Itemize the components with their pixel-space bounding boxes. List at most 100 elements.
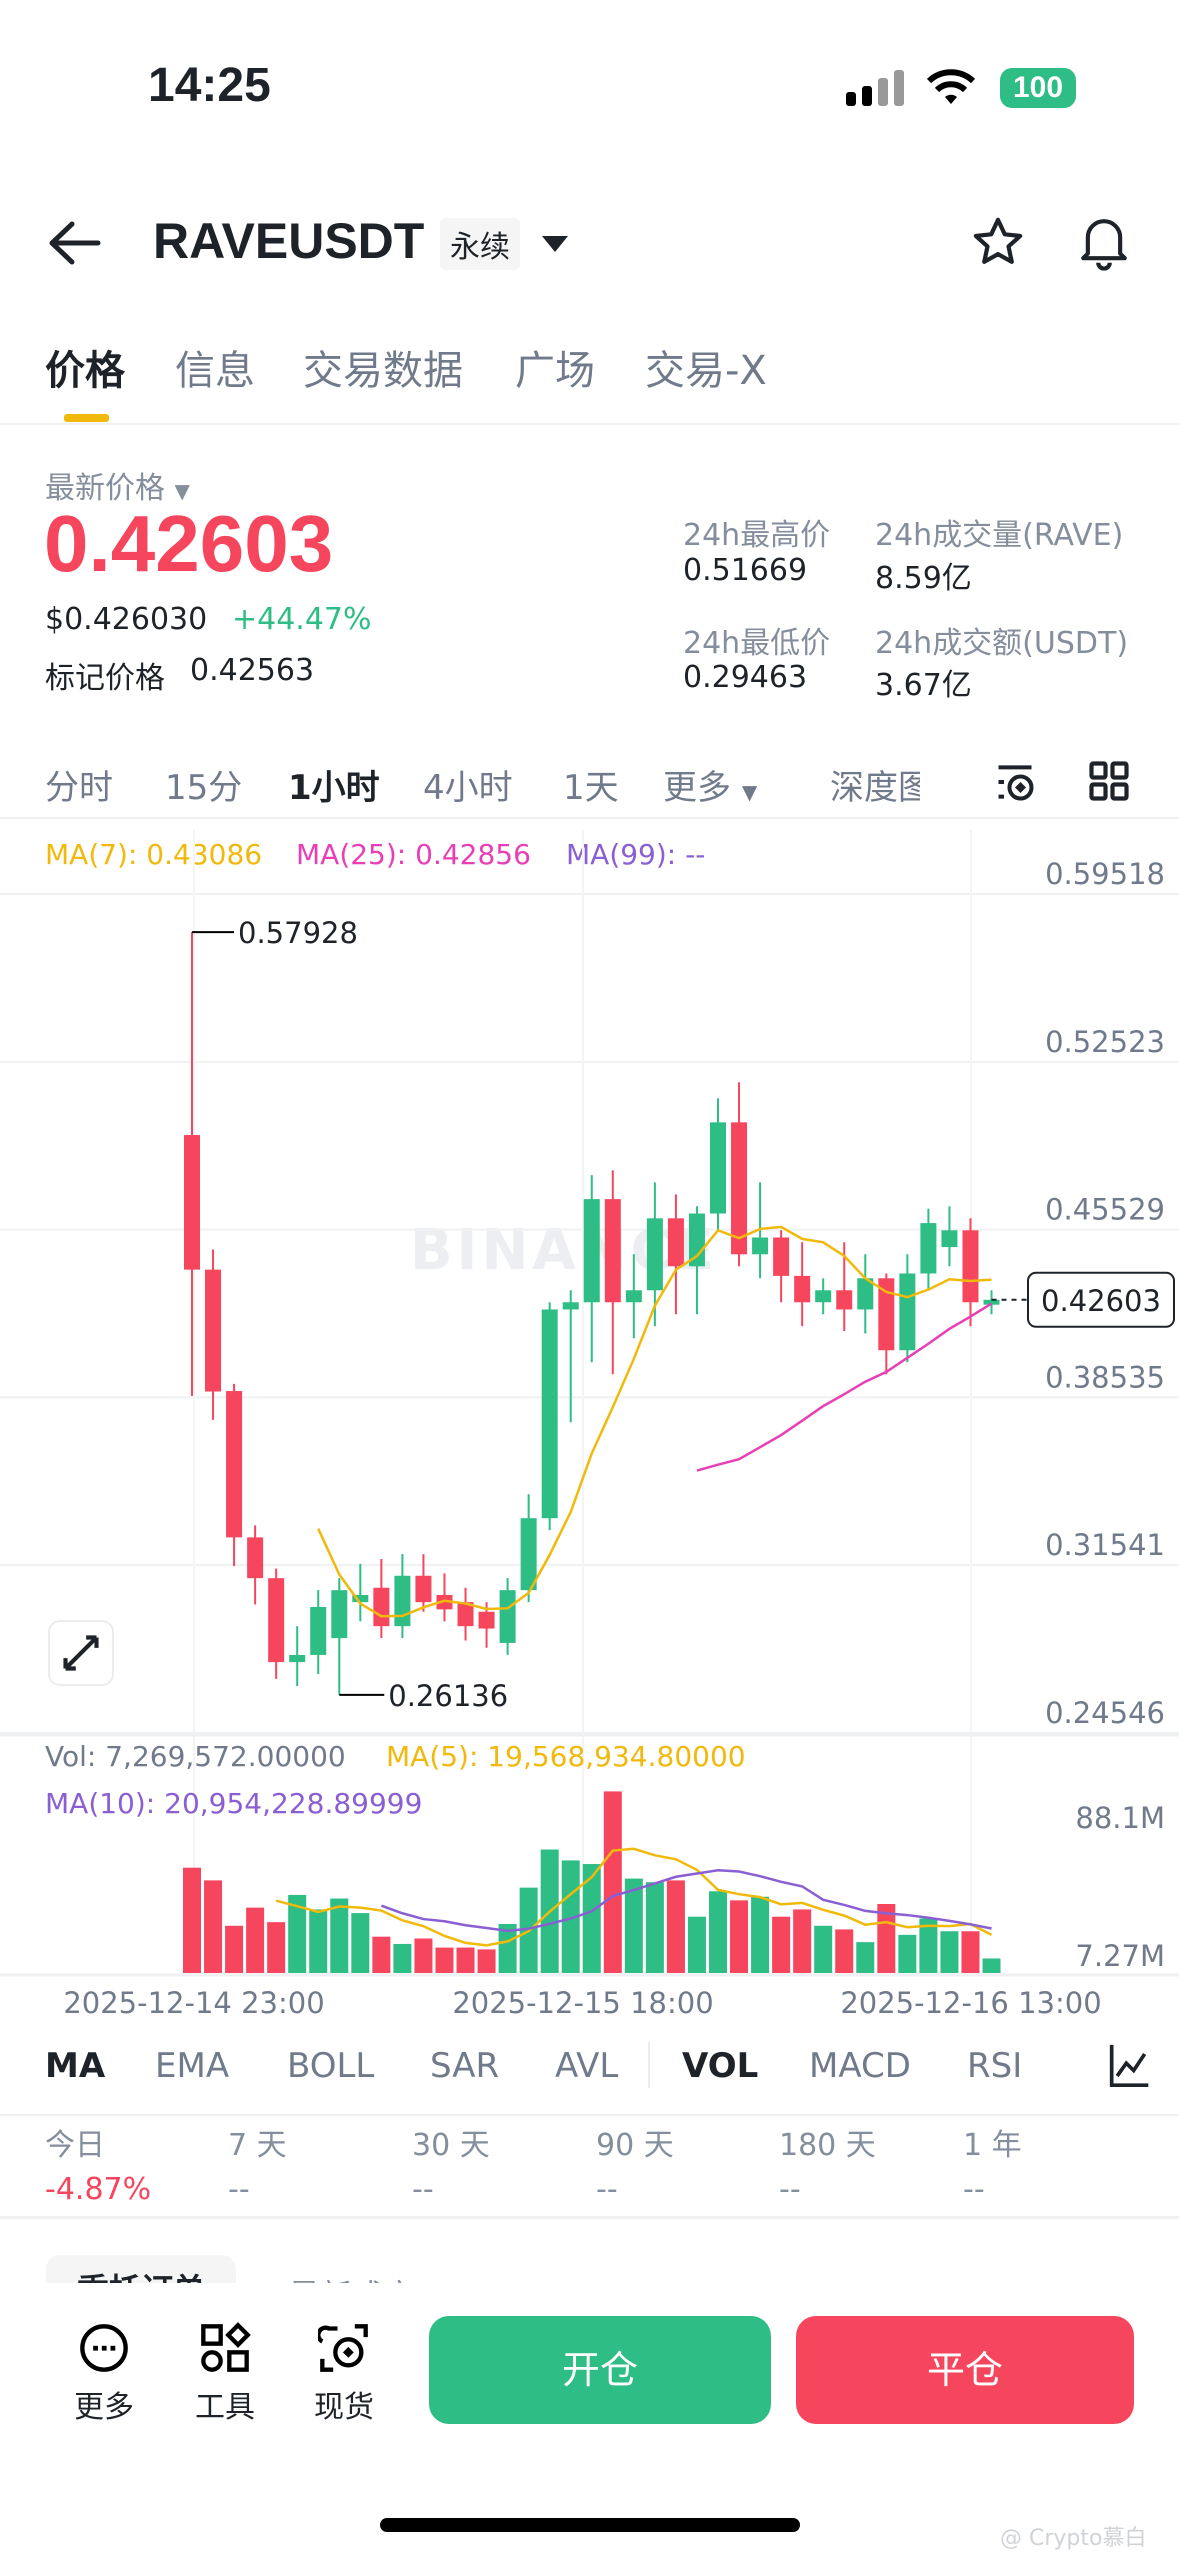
candle-body — [478, 1611, 495, 1629]
indicator-sar[interactable]: SAR — [430, 2046, 500, 2086]
interval-4h[interactable]: 4小时 — [423, 768, 513, 808]
dropdown-caret-icon[interactable] — [540, 234, 570, 254]
candle-body — [268, 1578, 285, 1663]
volume-bar — [477, 1949, 496, 1973]
tab-price[interactable]: 价格 — [45, 348, 125, 394]
interval-depth[interactable]: 深度图 — [830, 768, 920, 808]
volume-bar — [435, 1947, 454, 1973]
period-label: 90 天 — [596, 2128, 674, 2163]
caret-down-icon: ▼ — [741, 780, 758, 804]
high-price-label: 0.57928 — [238, 916, 358, 950]
volume-bar — [246, 1907, 265, 1973]
fullscreen-button[interactable] — [48, 1620, 114, 1686]
ma99-legend: MA(99): -- — [566, 838, 706, 871]
y-tick-label: 0.59518 — [1045, 857, 1165, 891]
tools-icon[interactable] — [199, 2322, 251, 2374]
volume-bar — [624, 1878, 643, 1973]
star-icon[interactable] — [970, 214, 1026, 270]
x-tick-label: 2025-12-16 13:00 — [840, 1986, 1101, 2020]
indicator-rsi[interactable]: RSI — [967, 2046, 1023, 2086]
indicator-macd[interactable]: MACD — [809, 2046, 911, 2086]
back-arrow-icon[interactable] — [48, 220, 102, 266]
candle-body — [520, 1518, 537, 1591]
price-type-label: 最新价格 — [45, 471, 165, 506]
candle-body — [247, 1537, 264, 1579]
contract-type-badge: 永续 — [440, 218, 520, 270]
y-tick-label: 0.38535 — [1045, 1360, 1165, 1394]
candle-body — [541, 1309, 558, 1519]
interval-time-share[interactable]: 分时 — [45, 768, 113, 808]
candle-body — [499, 1590, 516, 1643]
divider — [0, 2216, 1179, 2219]
indicator-settings-icon[interactable] — [1108, 2040, 1152, 2090]
candle-body — [667, 1218, 684, 1267]
candle-body — [226, 1391, 243, 1538]
more-label[interactable]: 更多 — [74, 2390, 134, 2425]
more-icon[interactable] — [78, 2322, 130, 2374]
spot-icon[interactable] — [318, 2322, 370, 2374]
tab-square[interactable]: 广场 — [515, 348, 595, 394]
volume-tick-label: 7.27M — [1075, 1939, 1165, 1973]
divider — [0, 2114, 1179, 2116]
indicator-vol[interactable]: VOL — [682, 2046, 759, 2086]
volume-bar — [561, 1860, 580, 1973]
interval-15m[interactable]: 15分 — [165, 768, 243, 808]
indicator-ema[interactable]: EMA — [155, 2046, 230, 2086]
stat-label: 24h成交量(RAVE) — [875, 518, 1124, 553]
volume-bar — [225, 1925, 244, 1973]
volume-bar — [267, 1922, 286, 1973]
candle-body — [436, 1594, 453, 1610]
spot-label[interactable]: 现货 — [314, 2390, 374, 2425]
candle-body — [773, 1237, 790, 1276]
candle-body — [899, 1273, 916, 1351]
volume-bar — [877, 1903, 896, 1973]
volume-bar — [940, 1931, 959, 1973]
open-position-button[interactable]: 开仓 — [429, 2316, 771, 2424]
period-value: -- — [596, 2172, 618, 2207]
wifi-icon — [926, 69, 976, 104]
period-value: -- — [963, 2172, 985, 2207]
candle-body — [836, 1290, 853, 1310]
tools-label[interactable]: 工具 — [195, 2390, 255, 2425]
low-price-label: 0.26136 — [388, 1679, 508, 1713]
chart-settings-icon[interactable] — [993, 760, 1037, 804]
close-position-button[interactable]: 平仓 — [796, 2316, 1134, 2424]
volume-ma5-line — [275, 1847, 993, 1947]
volume-bar — [856, 1942, 875, 1973]
ma25-line — [696, 1302, 993, 1472]
interval-more[interactable]: 更多 ▼ — [663, 760, 757, 809]
volume-bar — [393, 1943, 412, 1973]
mark-price-label: 标记价格 — [45, 661, 165, 696]
candle-body — [983, 1299, 1000, 1305]
tab-info[interactable]: 信息 — [175, 348, 255, 394]
bell-icon[interactable] — [1076, 212, 1132, 272]
candle-body — [457, 1602, 474, 1627]
candle-body — [794, 1275, 811, 1303]
ma25-legend: MA(25): 0.42856 — [296, 838, 531, 871]
tab-trade-x[interactable]: 交易-X — [645, 348, 767, 394]
indicator-avl[interactable]: AVL — [555, 2046, 619, 2086]
divider — [0, 817, 1179, 819]
volume-bar — [793, 1909, 812, 1973]
volume-legend: Vol: 7,269,572.00000 — [45, 1740, 346, 1773]
candle-body — [604, 1199, 621, 1303]
candlestick-chart[interactable]: 0.59518 0.52523 0.45529 0.38535 0.31541 0.245… — [0, 0, 1179, 2020]
period-label: 7 天 — [228, 2128, 287, 2163]
candle-body — [184, 1135, 200, 1270]
volume-bar — [730, 1900, 749, 1973]
indicator-boll[interactable]: BOLL — [287, 2046, 375, 2086]
volume-bar — [330, 1898, 349, 1973]
volume-bar — [751, 1896, 770, 1973]
period-label: 1 年 — [963, 2128, 1022, 2163]
interval-1h[interactable]: 1小时 — [288, 768, 380, 808]
volume-bar — [898, 1934, 917, 1973]
price-type-selector[interactable]: 最新价格 ▼ — [45, 463, 190, 507]
tab-trading-data[interactable]: 交易数据 — [303, 348, 463, 394]
grid-layout-icon[interactable] — [1088, 760, 1130, 802]
symbol-title[interactable]: RAVEUSDT — [153, 213, 425, 269]
indicator-ma[interactable]: MA — [45, 2046, 106, 2086]
interval-1d[interactable]: 1天 — [563, 768, 619, 808]
candle-body — [289, 1654, 306, 1663]
candle-body — [625, 1290, 642, 1303]
candle-body — [562, 1302, 579, 1310]
